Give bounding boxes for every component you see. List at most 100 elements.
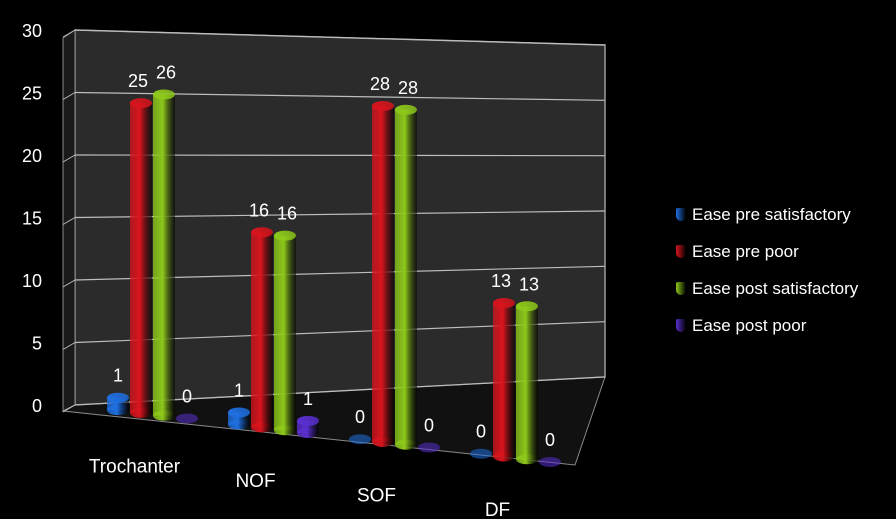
bar-body [395,109,417,445]
legend-swatch [676,282,686,295]
category-label: NOF [235,471,275,492]
category-label: DF [485,500,510,519]
bar-body [493,303,515,457]
bar [228,407,250,430]
legend-item: Ease pre satisfactory [676,196,858,233]
legend-item: Ease post poor [676,307,858,344]
bar-top [539,457,561,467]
bar-top [176,413,198,424]
data-label: 1 [234,380,244,400]
bars [107,89,561,467]
bar-top [153,89,175,100]
bar-base [516,454,538,465]
bar [470,448,492,459]
bar [251,227,273,433]
bar [274,230,296,436]
gridline-depth [62,154,76,163]
bar [493,298,515,462]
y-tick-label: 15 [22,209,42,229]
gridline-depth [62,279,76,288]
data-label: 13 [491,271,511,291]
bar [107,392,129,416]
bar-top [372,100,394,111]
data-label: 0 [182,386,192,406]
data-label: 13 [519,274,539,294]
gridline-depth [62,92,76,100]
bar-top [274,230,296,241]
bar-body [274,235,296,431]
bar-base [251,422,273,433]
bar-body [153,94,175,416]
category-labels: Trochanter NOF SOF DF [89,456,510,519]
data-label: 0 [476,422,486,442]
bar-top [297,415,319,426]
data-label: 25 [128,71,148,91]
gridline-depth [62,404,76,413]
data-label: 1 [113,366,123,386]
bar [418,442,440,453]
bar-base [297,427,319,438]
data-label: 16 [249,200,269,220]
category-label: SOF [357,485,396,506]
y-tick-label: 20 [22,146,42,166]
bar [539,457,561,467]
data-label: 0 [545,430,555,450]
bar-top [107,392,129,403]
legend-label: Ease pre poor [692,241,799,261]
legend-label: Ease pre satisfactory [692,204,851,224]
data-label: 28 [398,78,418,98]
bar-base [228,419,250,430]
y-tick-label: 25 [22,84,42,104]
data-label: 1 [303,389,313,409]
bar-body [372,105,394,442]
data-label: 16 [277,204,297,224]
bar-base [274,425,296,436]
legend: Ease pre satisfactory Ease pre poor Ease p… [676,196,858,344]
gridline-depth [62,29,76,38]
bar-top [251,227,273,238]
bar-body [251,232,273,428]
bar [176,413,198,424]
bar [130,98,152,418]
bar-top [493,298,515,309]
bar [372,100,394,447]
bar-base [372,436,394,447]
bar [153,89,175,421]
legend-label: Ease post satisfactory [692,278,859,298]
bar-top [395,104,417,115]
bar-base [107,405,129,416]
category-label: Trochanter [89,456,181,477]
bar-top [516,301,538,312]
bar [297,415,319,438]
bar [395,104,417,450]
gridline-depth [62,342,76,350]
data-label: 0 [355,407,365,427]
legend-swatch [676,319,686,332]
y-tick-label: 5 [32,334,42,354]
bar-top [349,434,371,445]
legend-label: Ease post poor [692,315,807,335]
bar-top [470,448,492,459]
bar-top [418,442,440,453]
bar-top [228,407,250,418]
bar-base [493,451,515,462]
bar [349,434,371,445]
y-axis-ticks: 0 5 10 15 20 25 30 [22,21,42,416]
bar-body [130,103,152,413]
gridline [74,29,606,46]
data-labels: 1 25 26 0 1 16 16 1 0 28 28 0 0 13 13 0 [113,62,555,450]
bar-body [516,306,538,460]
gridline-depth [62,217,76,225]
bar [516,301,538,465]
data-label: 0 [424,415,434,435]
legend-item: Ease pre poor [676,233,858,270]
legend-swatch [676,208,686,221]
bar-base [153,410,175,421]
legend-item: Ease post satisfactory [676,270,858,307]
y-tick-label: 0 [32,396,42,416]
data-label: 28 [370,74,390,94]
bar-top [130,98,152,109]
y-tick-label: 10 [22,271,42,291]
legend-swatch [676,245,686,258]
